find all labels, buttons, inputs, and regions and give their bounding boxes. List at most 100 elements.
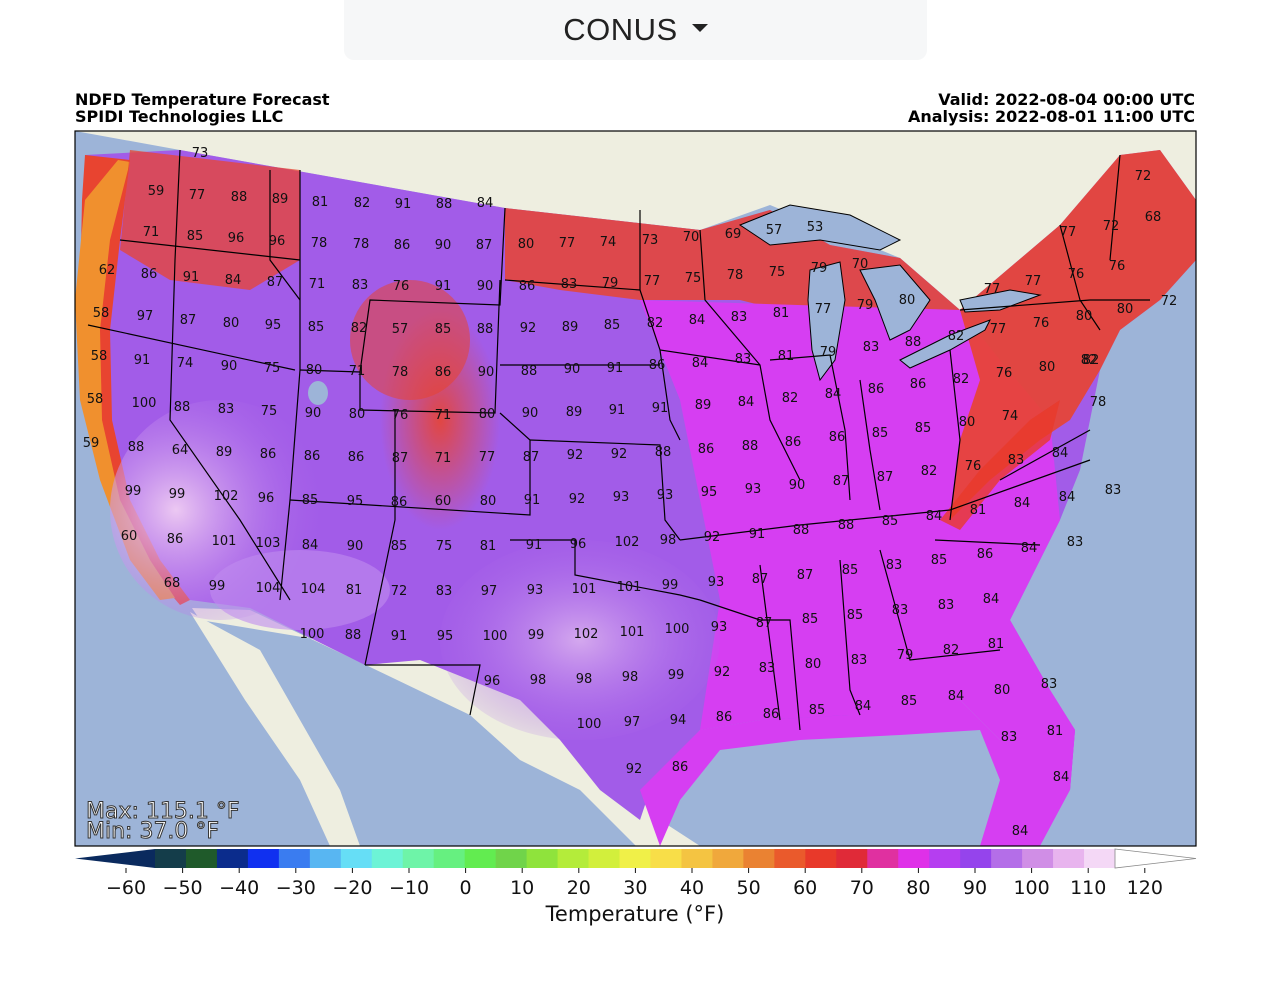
temperature-label: 74: [600, 235, 617, 250]
temperature-label: 86: [763, 707, 780, 722]
temperature-label: 75: [436, 539, 453, 554]
temperature-label: 69: [725, 227, 742, 242]
temperature-label: 88: [231, 190, 248, 205]
temperature-label: 95: [347, 494, 364, 509]
colorbar-segment: [743, 849, 775, 868]
temperature-label: 85: [308, 320, 325, 335]
temperature-label: 104: [301, 582, 326, 597]
temperature-label: 89: [272, 192, 289, 207]
temperature-label: 80: [349, 407, 366, 422]
temperature-label: 102: [615, 535, 640, 550]
temperature-label: 99: [662, 578, 679, 593]
temperature-label: 70: [852, 257, 869, 272]
colorbar-segment: [464, 849, 497, 868]
temperature-label: 101: [617, 580, 642, 595]
temperature-label: 78: [392, 365, 409, 380]
temperature-label: 83: [731, 310, 748, 325]
colorbar-segment: [309, 849, 342, 868]
temperature-label: 70: [683, 230, 700, 245]
temperature-label: 85: [809, 703, 826, 718]
temperature-label: 85: [931, 553, 948, 568]
region-dropdown[interactable]: CONUS: [344, 0, 927, 60]
temperature-label: 77: [984, 282, 1001, 297]
colorbar-tick-label: −20: [332, 877, 372, 899]
temperature-label: 82: [921, 464, 938, 479]
colorbar-segment: [929, 849, 961, 868]
temperature-label: 95: [265, 318, 282, 333]
lake-michigan: [807, 261, 846, 382]
temperature-label: 83: [886, 558, 903, 573]
temperature-label: 91: [183, 270, 200, 285]
temperature-label: 76: [965, 459, 982, 474]
temperature-label: 89: [216, 445, 233, 460]
temperature-label: 92: [567, 448, 584, 463]
temperature-label: 91: [526, 538, 543, 553]
temperature-label: 80: [480, 494, 497, 509]
temperature-label: 83: [863, 340, 880, 355]
temperature-label: 90: [305, 406, 322, 421]
colorbar-segment: [402, 849, 435, 868]
temperature-label: 83: [938, 598, 955, 613]
temperature-label: 83: [1008, 453, 1025, 468]
temperature-label: 71: [435, 451, 452, 466]
temperature-label: 83: [561, 277, 578, 292]
temperature-label: 80: [1039, 360, 1056, 375]
temperature-label: 84: [738, 395, 755, 410]
temperature-label: 86: [141, 267, 158, 282]
colorbar-tick-label: −50: [163, 877, 203, 899]
colorbar-segment: [836, 849, 868, 868]
temperature-label: 76: [393, 279, 410, 294]
temperature-label: 84: [825, 387, 842, 402]
temperature-label: 76: [996, 366, 1013, 381]
temperature-label: 91: [391, 629, 408, 644]
colorbar-tick-label: −60: [106, 877, 146, 899]
temperature-label: 82: [351, 321, 368, 336]
temperature-label: 91: [134, 353, 151, 368]
lake-huron: [859, 264, 931, 341]
colorbar-tick-label: 120: [1127, 877, 1163, 899]
temperature-label: 85: [187, 229, 204, 244]
temperature-label: 100: [132, 396, 157, 411]
colorbar-tick-label: −10: [389, 877, 429, 899]
temperature-label: 86: [519, 279, 536, 294]
colorbar-tick-label: 100: [1013, 877, 1049, 899]
temperature-label: 83: [436, 584, 453, 599]
temperature-label: 58: [87, 392, 104, 407]
temperature-label: 85: [391, 539, 408, 554]
temperature-label: 101: [212, 534, 237, 549]
lake-erie: [899, 319, 992, 369]
temperature-label: 103: [256, 536, 281, 551]
colorbar-segment: [557, 849, 590, 868]
temperature-label: 81: [970, 503, 987, 518]
temperature-label: 91: [435, 279, 452, 294]
temperature-label: 86: [868, 382, 885, 397]
colorbar-tick-label: 20: [567, 877, 591, 899]
colorbar-segment: [1084, 849, 1116, 868]
temperature-label: 101: [572, 582, 597, 597]
temperature-label: 57: [392, 322, 409, 337]
map-body: [75, 131, 1196, 846]
temperature-label: 85: [802, 612, 819, 627]
temperature-label: 99: [528, 628, 545, 643]
temperature-label: 84: [477, 196, 494, 211]
temperature-label: 90: [347, 539, 364, 554]
temperature-label: 87: [797, 568, 814, 583]
gulf-coast-magenta: [640, 700, 1050, 846]
temperature-label: 71: [349, 364, 366, 379]
colorbar-segment: [588, 849, 621, 868]
temperature-label: 86: [910, 377, 927, 392]
temperature-label: 90: [221, 359, 238, 374]
temperature-label: 89: [566, 405, 583, 420]
temperature-label: 88: [128, 440, 145, 455]
temperature-label: 87: [877, 470, 894, 485]
map-header-right: Valid: 2022-08-04 00:00 UTC Analysis: 20…: [908, 91, 1195, 125]
temperature-label: 87: [756, 616, 773, 631]
temperature-label: 100: [300, 627, 325, 642]
temperature-label: 79: [811, 261, 828, 276]
colorbar-tick-label: 40: [680, 877, 704, 899]
colorbar-segment: [898, 849, 930, 868]
temperature-label: 93: [527, 583, 544, 598]
temperature-label: 71: [143, 225, 160, 240]
temperature-label: 98: [576, 672, 593, 687]
temperature-label: 84: [855, 699, 872, 714]
